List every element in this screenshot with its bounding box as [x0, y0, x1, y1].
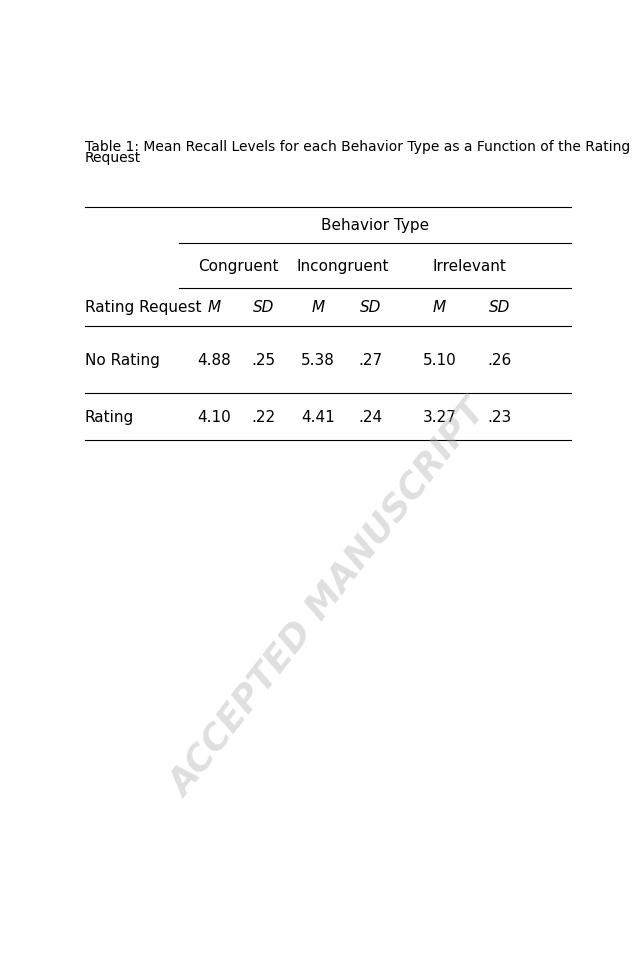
Text: 4.10: 4.10 [197, 410, 231, 425]
Text: Behavior Type: Behavior Type [321, 218, 429, 234]
Text: Table 1: Mean Recall Levels for each Behavior Type as a Function of the Rating: Table 1: Mean Recall Levels for each Beh… [85, 140, 630, 153]
Text: M: M [433, 300, 446, 315]
Text: .26: .26 [487, 353, 511, 367]
Text: Incongruent: Incongruent [296, 259, 389, 274]
Text: M: M [312, 300, 324, 315]
Text: .25: .25 [252, 353, 276, 367]
Text: .27: .27 [358, 353, 382, 367]
Text: Irrelevant: Irrelevant [433, 259, 506, 274]
Text: Request: Request [85, 151, 141, 165]
Text: .24: .24 [358, 410, 382, 425]
Text: No Rating: No Rating [85, 353, 160, 367]
Text: Congruent: Congruent [198, 259, 279, 274]
Text: 4.88: 4.88 [197, 353, 231, 367]
Text: .22: .22 [252, 410, 276, 425]
Text: SD: SD [360, 300, 381, 315]
Text: ACCEPTED MANUSCRIPT: ACCEPTED MANUSCRIPT [163, 395, 493, 803]
Text: 5.10: 5.10 [423, 353, 456, 367]
Text: .23: .23 [487, 410, 511, 425]
Text: M: M [207, 300, 221, 315]
Text: 3.27: 3.27 [422, 410, 456, 425]
Text: 4.41: 4.41 [301, 410, 335, 425]
Text: SD: SD [253, 300, 274, 315]
Text: SD: SD [488, 300, 510, 315]
Text: 5.38: 5.38 [301, 353, 335, 367]
Text: Rating: Rating [85, 410, 134, 425]
Text: Rating Request: Rating Request [85, 300, 202, 315]
